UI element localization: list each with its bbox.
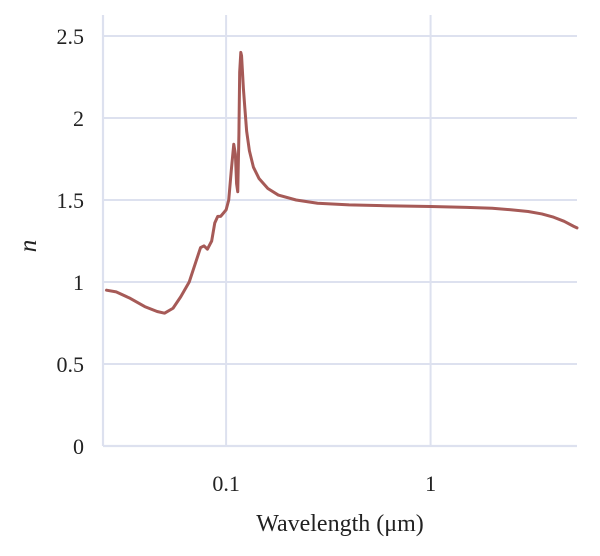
x-tick-label: 1	[425, 471, 436, 496]
y-tick-label: 2.5	[57, 24, 85, 49]
y-tick-label: 0	[73, 434, 84, 459]
y-axis-title: n	[15, 240, 42, 253]
series-line	[104, 50, 579, 315]
x-tick-label: 0.1	[212, 471, 240, 496]
tick-labels: 0 0.5 1 1.5 2 2.5 0.1 1	[57, 24, 437, 496]
y-tick-label: 0.5	[57, 352, 85, 377]
y-tick-label: 1	[73, 270, 84, 295]
y-tick-label: 2	[73, 106, 84, 131]
y-tick-label: 1.5	[57, 188, 85, 213]
x-axis-title: Wavelength (μm)	[256, 511, 424, 537]
grid	[103, 15, 577, 446]
